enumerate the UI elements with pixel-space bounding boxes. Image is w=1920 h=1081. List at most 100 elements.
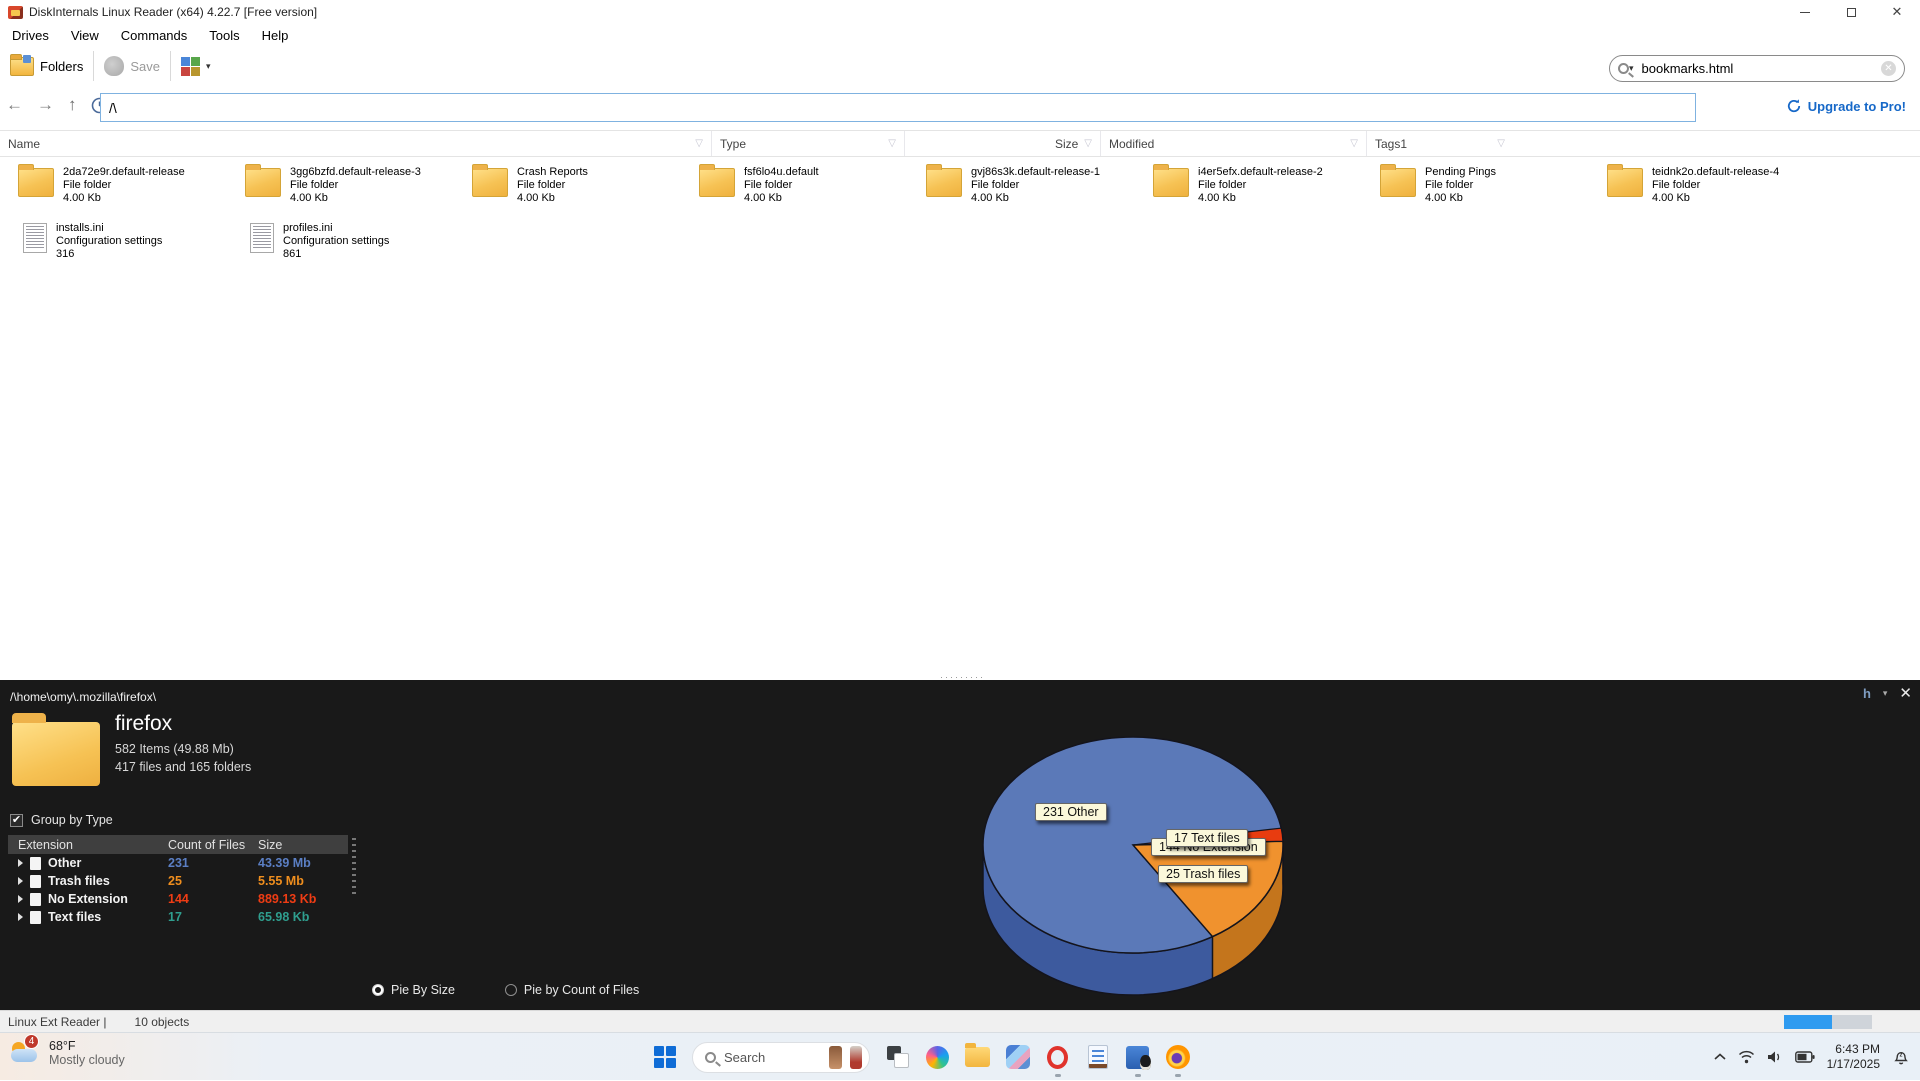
notepad-app-icon[interactable] — [1085, 1045, 1110, 1070]
file-name: installs.ini — [56, 222, 104, 234]
linux-reader-app-icon[interactable] — [1125, 1045, 1151, 1077]
file-type: File folder — [1198, 179, 1247, 191]
table-row[interactable]: No Extension 144 889.13 Kb — [8, 890, 348, 908]
volume-icon[interactable] — [1767, 1050, 1783, 1064]
pie-label-trash-files: 25 Trash files — [1158, 865, 1249, 883]
minimize-button[interactable] — [1782, 0, 1828, 24]
weather-temp: 68°F — [49, 1039, 76, 1053]
copilot-app-icon[interactable] — [925, 1045, 950, 1070]
file-name: profiles.ini — [283, 222, 333, 234]
filter-icon[interactable]: ▽ — [1084, 138, 1092, 149]
firefox-browser-icon[interactable] — [1165, 1045, 1190, 1077]
folder-icon — [245, 164, 281, 197]
tray-expand-icon[interactable] — [1714, 1053, 1726, 1061]
column-type[interactable]: Type ▽ — [712, 131, 905, 156]
menu-bar: Drives View Commands Tools Help — [0, 24, 1920, 47]
expand-icon[interactable] — [18, 859, 23, 867]
file-size: 4.00 Kb — [517, 192, 555, 204]
table-row[interactable]: Trash files 25 5.55 Mb — [8, 872, 348, 890]
file-tile[interactable]: Pending Pings File folder 4.00 Kb — [1380, 164, 1607, 215]
table-row[interactable]: Other 231 43.39 Mb — [8, 854, 348, 872]
file-size: 316 — [56, 248, 75, 260]
system-clock[interactable]: 6:43 PM 1/17/2025 — [1827, 1042, 1880, 1072]
search-icon — [705, 1051, 716, 1063]
clock-date: 1/17/2025 — [1826, 1057, 1880, 1071]
panel-dropdown-icon[interactable]: ▾ — [1882, 687, 1888, 698]
file-list: 2da72e9r.default-release File folder 4.00 … — [0, 157, 1920, 680]
file-tile[interactable]: gvj86s3k.default-release-1 File folder 4.0… — [926, 164, 1153, 215]
menu-commands[interactable]: Commands — [120, 28, 188, 43]
status-object-count: 10 objects — [134, 1014, 190, 1029]
battery-icon[interactable] — [1794, 1051, 1815, 1063]
photos-app-icon[interactable] — [1005, 1045, 1030, 1070]
desktops-app-icon[interactable] — [885, 1045, 910, 1070]
panel-folder-name: firefox — [115, 712, 173, 735]
panel-close-icon[interactable]: ✕ — [1899, 685, 1912, 702]
filter-icon[interactable]: ▽ — [888, 138, 896, 149]
search-scope-caret-icon[interactable]: ▾ — [1629, 63, 1634, 73]
save-icon — [104, 56, 125, 76]
file-explorer-icon[interactable] — [965, 1043, 990, 1070]
weather-condition: Mostly cloudy — [49, 1053, 125, 1067]
menu-view[interactable]: View — [70, 28, 99, 43]
file-tile[interactable]: fsf6lo4u.default File folder 4.00 Kb — [699, 164, 926, 215]
folders-button[interactable]: Folders — [0, 51, 93, 81]
search-highlight-image — [829, 1045, 842, 1069]
taskbar-search[interactable]: Search — [692, 1041, 870, 1073]
upgrade-link[interactable]: Upgrade to Pro! — [1786, 98, 1906, 114]
filter-icon[interactable]: ▽ — [695, 138, 703, 149]
expand-icon[interactable] — [18, 895, 23, 903]
view-mode-button[interactable]: ▾ — [171, 51, 221, 81]
opera-browser-icon[interactable] — [1045, 1045, 1070, 1077]
file-tile[interactable]: profiles.ini Configuration settings 861 — [245, 221, 472, 271]
back-button[interactable]: ← — [6, 95, 23, 114]
filter-icon[interactable]: ▽ — [1497, 138, 1505, 149]
file-tile[interactable]: teidnk2o.default-release-4 File folder 4.0… — [1607, 164, 1834, 215]
menu-help[interactable]: Help — [261, 28, 289, 43]
file-name: Crash Reports — [517, 166, 588, 178]
maximize-button[interactable] — [1828, 0, 1874, 24]
file-name: gvj86s3k.default-release-1 — [971, 166, 1101, 178]
file-tile[interactable]: 2da72e9r.default-release File folder 4.00 … — [18, 164, 245, 215]
save-button[interactable]: Save — [94, 51, 170, 81]
path-input[interactable] — [100, 93, 1696, 122]
column-tags[interactable]: Tags1 ▽ — [1375, 136, 1505, 151]
menu-tools[interactable]: Tools — [209, 28, 240, 43]
search-box[interactable]: ▾ ✕ — [1609, 55, 1905, 82]
file-type: Configuration settings — [283, 235, 390, 247]
status-bar: Linux Ext Reader | 10 objects — [0, 1010, 1920, 1032]
table-row[interactable]: Text files 17 65.98 Kb — [8, 908, 348, 926]
clear-search-icon[interactable]: ✕ — [1881, 61, 1896, 76]
expand-icon[interactable] — [18, 877, 23, 885]
filter-icon[interactable]: ▽ — [1350, 138, 1358, 149]
column-name[interactable]: Name ▽ — [0, 131, 712, 156]
expand-icon[interactable] — [18, 913, 23, 921]
file-size: 4.00 Kb — [1652, 192, 1690, 204]
close-button[interactable]: ✕ — [1891, 4, 1903, 19]
menu-drives[interactable]: Drives — [12, 28, 49, 43]
radio-pie-by-size[interactable]: Pie By Size — [372, 983, 455, 997]
windows-logo-icon — [653, 1046, 676, 1068]
file-tile[interactable]: installs.ini Configuration settings 316 — [18, 221, 245, 271]
radio-pie-by-count[interactable]: Pie by Count of Files — [504, 983, 639, 997]
weather-widget[interactable]: 4 68°F Mostly cloudy — [10, 1034, 125, 1067]
radio-selected-icon — [372, 984, 384, 996]
column-size[interactable]: Size ▽ — [905, 131, 1101, 156]
file-size: 4.00 Kb — [1425, 192, 1463, 204]
wifi-icon[interactable] — [1738, 1050, 1755, 1064]
checkbox-checked-icon[interactable]: ✔ — [10, 813, 23, 827]
file-tile[interactable]: Crash Reports File folder 4.00 Kb — [472, 164, 699, 215]
column-modified[interactable]: Modified ▽ — [1101, 131, 1367, 156]
splitter-handle[interactable]: ········· — [940, 676, 986, 679]
taskbar: 4 68°F Mostly cloudy Search — [0, 1032, 1920, 1080]
file-tile[interactable]: i4er5efx.default-release-2 File folder 4.0… — [1153, 164, 1380, 215]
table-scroll-dots[interactable] — [352, 838, 356, 894]
focus-assist-bell-icon[interactable]: z — [1892, 1048, 1910, 1066]
forward-button[interactable]: → — [37, 95, 54, 114]
start-button[interactable] — [652, 1045, 677, 1070]
group-by-type-checkbox[interactable]: ✔ Group by Type — [10, 813, 113, 827]
up-button[interactable]: ↑ — [68, 95, 77, 114]
file-tile[interactable]: 3gg6bzfd.default-release-3 File folder 4.0… — [245, 164, 472, 215]
search-input[interactable] — [1641, 61, 1881, 76]
panel-minimize-button[interactable]: h — [1862, 685, 1871, 701]
